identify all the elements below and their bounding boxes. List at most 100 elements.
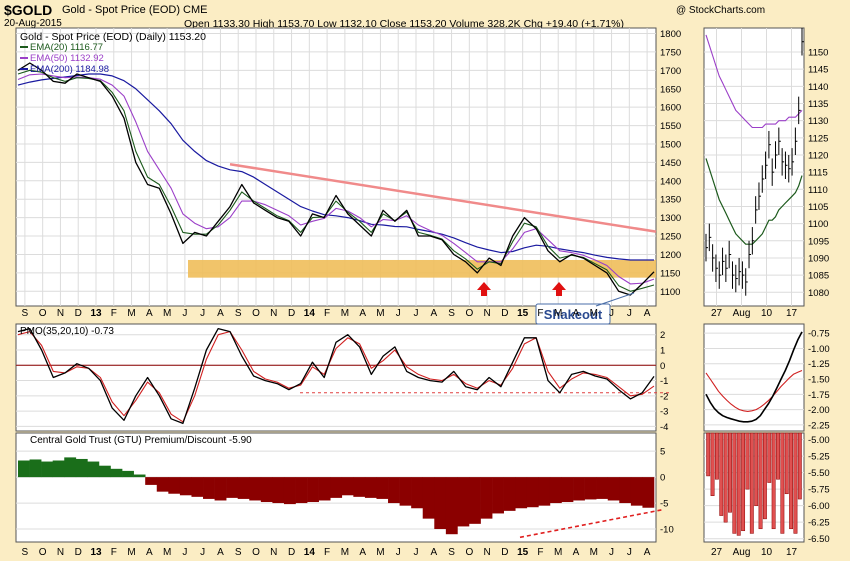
gtu-bar bbox=[515, 477, 528, 509]
x-tick-label: M bbox=[376, 308, 384, 319]
inset-gtu-bar bbox=[736, 432, 741, 536]
x-tick-label: N bbox=[270, 308, 277, 319]
x-tick-label: M bbox=[127, 308, 135, 319]
y-tick-label: 1130 bbox=[808, 116, 828, 127]
y-tick-label: 1120 bbox=[808, 150, 828, 161]
gtu-bar bbox=[538, 477, 551, 506]
gtu-bar bbox=[64, 457, 77, 478]
chart-date: 20-Aug-2015 bbox=[4, 18, 62, 29]
x-tick-label: Aug bbox=[733, 547, 751, 558]
gtu-bar bbox=[214, 477, 227, 501]
x-tick-label: F bbox=[324, 308, 330, 319]
y-tick-label: -5.00 bbox=[808, 435, 830, 446]
gtu-bar bbox=[561, 477, 574, 503]
x-tick-label: Aug bbox=[733, 308, 751, 319]
x-tick-label: A bbox=[359, 308, 366, 319]
gtu-bar bbox=[168, 477, 181, 494]
y-tick-label: 1300 bbox=[660, 213, 681, 224]
y-tick-label: 2 bbox=[660, 330, 665, 341]
gtu-bar bbox=[226, 477, 239, 498]
x-tick-label: F bbox=[537, 547, 543, 558]
x-tick-label: A bbox=[573, 308, 580, 319]
gtu-bar bbox=[29, 459, 42, 478]
x-tick-label: J bbox=[200, 547, 205, 558]
gtu-bar bbox=[607, 477, 620, 501]
x-tick-label: J bbox=[627, 308, 632, 319]
x-tick-label: F bbox=[111, 547, 117, 558]
y-tick-label: 1 bbox=[660, 345, 665, 356]
y-tick-label: 1080 bbox=[808, 288, 829, 299]
main-panel bbox=[15, 27, 657, 307]
inset-price-panel bbox=[703, 27, 805, 307]
gtu-bar bbox=[156, 477, 169, 492]
x-tick-label: J bbox=[609, 308, 614, 319]
inset-gtu-bar bbox=[732, 432, 737, 534]
gtu-bar bbox=[203, 477, 215, 499]
x-tick-label: M bbox=[163, 308, 171, 319]
gtu-bar bbox=[318, 477, 331, 501]
inset-gtu-panel bbox=[703, 432, 805, 543]
gtu-bar bbox=[145, 477, 158, 485]
gtu-bar bbox=[75, 458, 88, 478]
inset-gtu-x-axis-labels: 27 Aug 10 17 bbox=[711, 547, 798, 558]
inset-gtu-bar bbox=[780, 432, 785, 534]
resistance-trendline bbox=[229, 163, 657, 233]
gtu-bar bbox=[237, 477, 250, 499]
x-tick-label: D bbox=[288, 547, 295, 558]
y-tick-label: -5.75 bbox=[808, 485, 830, 496]
x-tick-label: A bbox=[217, 308, 224, 319]
y-tick-label: 1200 bbox=[660, 250, 681, 261]
y-tick-label: 1115 bbox=[808, 168, 828, 179]
x-tick-label: 17 bbox=[786, 308, 798, 319]
inset-gtu-bar bbox=[719, 432, 724, 516]
y-tick-label: 1090 bbox=[808, 253, 829, 264]
y-tick-label: 1100 bbox=[808, 219, 828, 230]
chart-symbol: $GOLD bbox=[4, 2, 53, 18]
gtu-bar bbox=[422, 477, 435, 519]
x-tick-label: S bbox=[448, 547, 455, 558]
y-tick-label: 1550 bbox=[660, 121, 681, 132]
gtu-bar bbox=[503, 477, 516, 511]
x-tick-label: J bbox=[414, 308, 419, 319]
x-tick-label: 13 bbox=[90, 308, 102, 319]
x-tick-label: M bbox=[554, 308, 562, 319]
inset-vertical-grid bbox=[716, 28, 792, 306]
x-tick-label: M bbox=[554, 547, 562, 558]
x-tick-label: 14 bbox=[304, 547, 316, 558]
gtu-bar bbox=[364, 477, 377, 498]
x-tick-label: 10 bbox=[761, 308, 773, 319]
inset-gtu-bar bbox=[710, 432, 715, 497]
x-tick-label: 10 bbox=[761, 547, 773, 558]
y-tick-label: -1.75 bbox=[808, 390, 830, 401]
x-tick-label: M bbox=[341, 547, 349, 558]
x-tick-label: D bbox=[501, 547, 508, 558]
x-tick-label: A bbox=[430, 547, 437, 558]
x-tick-label: N bbox=[483, 547, 490, 558]
x-tick-label: M bbox=[590, 308, 598, 319]
gtu-bar bbox=[573, 477, 585, 501]
x-tick-label: N bbox=[57, 308, 64, 319]
red-arrow-marker bbox=[477, 282, 491, 296]
y-tick-label: 1700 bbox=[660, 66, 681, 77]
y-tick-label: 1145 bbox=[808, 65, 828, 76]
main-panel-title: Gold - Spot Price (EOD) (Daily) 1153.20 bbox=[20, 31, 206, 43]
x-tick-label: N bbox=[270, 547, 277, 558]
price-stats: Open 1133.30 High 1153.70 Low 1132.10 Cl… bbox=[184, 18, 624, 30]
gtu-bar bbox=[283, 477, 296, 505]
gtu-bar bbox=[492, 477, 504, 514]
x-tick-label: J bbox=[414, 547, 419, 558]
y-tick-label: -1.25 bbox=[808, 359, 830, 370]
y-tick-label: -4 bbox=[660, 422, 668, 433]
y-tick-label: 1350 bbox=[660, 195, 681, 206]
gtu-bars bbox=[18, 457, 655, 535]
x-tick-label: M bbox=[376, 547, 384, 558]
gtu-bar bbox=[434, 477, 447, 530]
inset-price-y-axis: 1080 1085 1090 1095 1100 1105 1110 1115 1120 1125… bbox=[704, 48, 829, 299]
gtu-bar bbox=[549, 477, 562, 504]
pmo-line bbox=[17, 327, 655, 425]
gtu-bar bbox=[98, 465, 111, 478]
x-tick-label: A bbox=[644, 547, 651, 558]
x-tick-label: 27 bbox=[711, 547, 723, 558]
gtu-bar bbox=[353, 477, 366, 497]
